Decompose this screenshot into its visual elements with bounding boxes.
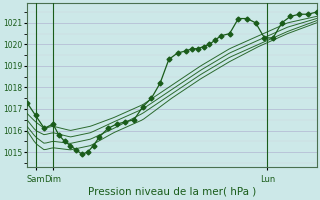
X-axis label: Pression niveau de la mer( hPa ): Pression niveau de la mer( hPa ) [88,187,256,197]
